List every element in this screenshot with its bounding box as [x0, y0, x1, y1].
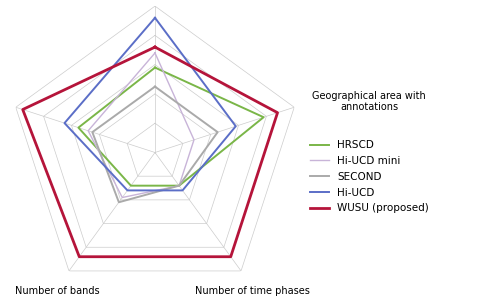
- Text: Geographical area with
annotations: Geographical area with annotations: [312, 91, 426, 112]
- Text: Number of time phases: Number of time phases: [195, 286, 310, 296]
- Legend: HRSCD, Hi-UCD mini, SECOND, Hi-UCD, WUSU (proposed): HRSCD, Hi-UCD mini, SECOND, Hi-UCD, WUSU…: [310, 140, 429, 214]
- Text: Number of bands: Number of bands: [16, 286, 100, 296]
